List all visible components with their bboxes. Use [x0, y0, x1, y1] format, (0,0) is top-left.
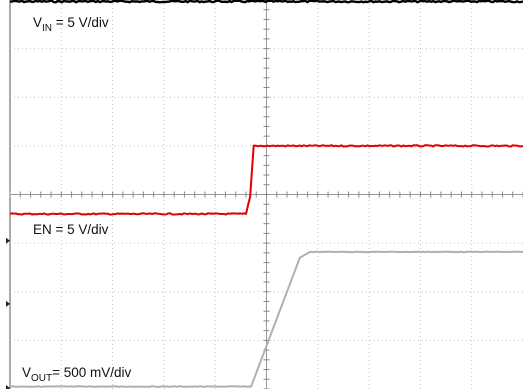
vin-label-sub: IN	[42, 23, 52, 34]
en-label-main: EN = 5 V/div	[33, 222, 109, 237]
en-ground-marker	[6, 300, 10, 307]
en-label: EN = 5 V/div	[33, 222, 109, 237]
vin-label-rest: = 5 V/div	[52, 15, 109, 30]
grid	[6, 0, 523, 389]
en-trace	[9, 144, 523, 216]
vout-label-rest: = 500 mV/div	[52, 365, 131, 380]
vout-label: VOUT= 500 mV/div	[22, 365, 132, 384]
vin-trace	[9, 0, 523, 4]
vin-label: VIN = 5 V/div	[33, 15, 109, 34]
vout-label-sub: OUT	[31, 373, 52, 384]
vout-trace	[9, 250, 523, 388]
vout-ground-marker	[6, 385, 10, 389]
vin-ground-marker	[6, 237, 10, 244]
vout-label-main: V	[22, 365, 31, 380]
vin-label-main: V	[33, 15, 42, 30]
traces	[9, 0, 523, 388]
